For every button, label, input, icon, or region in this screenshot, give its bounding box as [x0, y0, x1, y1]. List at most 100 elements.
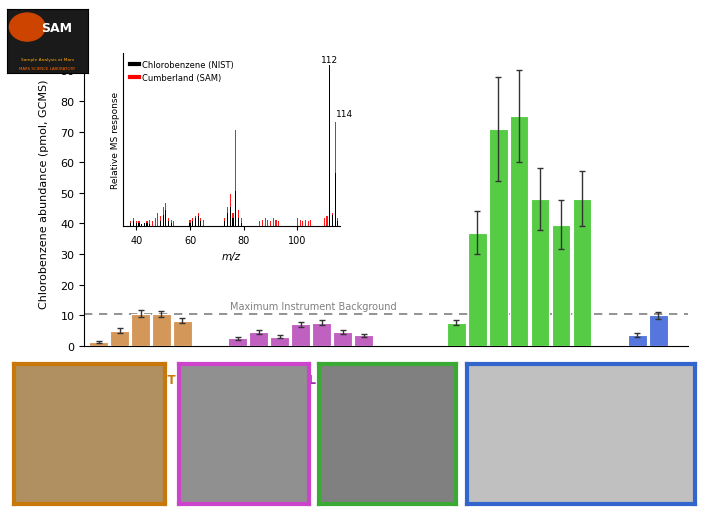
Text: 112: 112 — [321, 55, 338, 65]
Bar — [329, 66, 330, 227]
Bar — [227, 207, 228, 227]
Bar — [312, 323, 331, 346]
Bar — [238, 211, 239, 227]
Bar — [135, 223, 137, 227]
Bar — [273, 218, 274, 227]
Bar — [154, 218, 156, 227]
Bar — [197, 217, 199, 227]
Bar — [133, 222, 134, 227]
Bar — [332, 214, 333, 227]
Bar — [110, 331, 129, 346]
Bar — [138, 223, 140, 227]
Bar — [163, 207, 164, 227]
Bar — [489, 129, 508, 346]
Bar — [141, 225, 143, 227]
Bar — [160, 222, 161, 227]
Bar — [152, 314, 171, 346]
Bar — [510, 117, 529, 346]
Y-axis label: Relative MS response: Relative MS response — [111, 92, 120, 188]
Bar — [324, 218, 325, 227]
Bar — [310, 220, 312, 227]
Circle shape — [9, 14, 45, 42]
Bar — [195, 218, 196, 227]
X-axis label: m/z: m/z — [222, 251, 241, 261]
Bar — [337, 218, 338, 227]
Text: SAM: SAM — [41, 21, 72, 35]
Bar — [157, 214, 159, 227]
Text: ROCKNEST: ROCKNEST — [105, 374, 176, 386]
Y-axis label: Chlorobenzene abundance (pmol, GCMS): Chlorobenzene abundance (pmol, GCMS) — [39, 79, 49, 308]
Text: MARS SCIENCE LABORATORY: MARS SCIENCE LABORATORY — [19, 67, 76, 71]
Bar — [195, 217, 196, 227]
Bar — [297, 218, 298, 227]
Bar — [335, 174, 336, 227]
Bar — [552, 225, 571, 346]
Bar — [131, 314, 150, 346]
Bar — [307, 222, 309, 227]
Bar — [531, 200, 550, 346]
Bar — [89, 343, 108, 346]
Bar — [160, 217, 161, 227]
Bar — [270, 222, 271, 227]
Bar — [173, 321, 192, 346]
Bar — [230, 207, 231, 227]
Bar — [249, 332, 268, 346]
Bar — [228, 338, 247, 346]
Bar — [329, 66, 330, 227]
Bar — [267, 220, 268, 227]
Bar — [447, 323, 465, 346]
Bar — [173, 222, 174, 227]
Text: CUMBERLAND: CUMBERLAND — [473, 374, 566, 386]
Bar — [203, 220, 204, 227]
Text: JOHN KLEIN: JOHN KLEIN — [262, 374, 339, 386]
Bar — [227, 214, 228, 227]
Bar — [232, 218, 234, 227]
Bar — [200, 222, 201, 227]
Bar — [235, 130, 237, 227]
Bar — [133, 218, 134, 227]
Bar — [168, 218, 169, 227]
Bar — [649, 316, 668, 346]
Bar — [275, 220, 277, 227]
Bar — [192, 222, 193, 227]
Bar — [163, 215, 164, 227]
Bar — [232, 214, 234, 227]
Bar — [171, 223, 172, 227]
Bar — [333, 332, 352, 346]
Bar — [171, 220, 172, 227]
Bar — [332, 215, 333, 227]
Bar — [144, 223, 145, 227]
Bar — [135, 222, 137, 227]
Bar — [165, 204, 166, 227]
Bar — [305, 220, 306, 227]
Text: Sample Analysis at Mars: Sample Analysis at Mars — [21, 58, 74, 62]
Bar — [138, 222, 140, 227]
Bar — [468, 233, 486, 346]
Bar — [291, 325, 310, 346]
Bar — [238, 218, 239, 227]
Bar — [337, 222, 338, 227]
Bar — [259, 222, 260, 227]
Bar — [628, 335, 647, 346]
Bar — [152, 222, 153, 227]
Bar — [200, 218, 201, 227]
Bar — [144, 223, 145, 227]
Bar — [262, 220, 263, 227]
Bar — [278, 222, 279, 227]
Bar — [197, 214, 199, 227]
Bar — [335, 122, 336, 227]
Text: 114: 114 — [336, 110, 354, 119]
Bar — [355, 335, 373, 346]
Bar — [168, 222, 169, 227]
Bar — [326, 217, 328, 227]
Bar — [573, 200, 591, 346]
Text: CONFIDENCE
HILLS: CONFIDENCE HILLS — [605, 374, 691, 402]
Bar — [192, 218, 193, 227]
Bar — [235, 191, 237, 227]
Bar — [270, 337, 289, 346]
Legend: Chlorobenzene (NIST), Cumberland (SAM): Chlorobenzene (NIST), Cumberland (SAM) — [127, 58, 237, 87]
Text: Maximum Instrument Background: Maximum Instrument Background — [230, 301, 397, 312]
Bar — [165, 211, 166, 227]
Bar — [265, 218, 266, 227]
Bar — [230, 194, 231, 227]
